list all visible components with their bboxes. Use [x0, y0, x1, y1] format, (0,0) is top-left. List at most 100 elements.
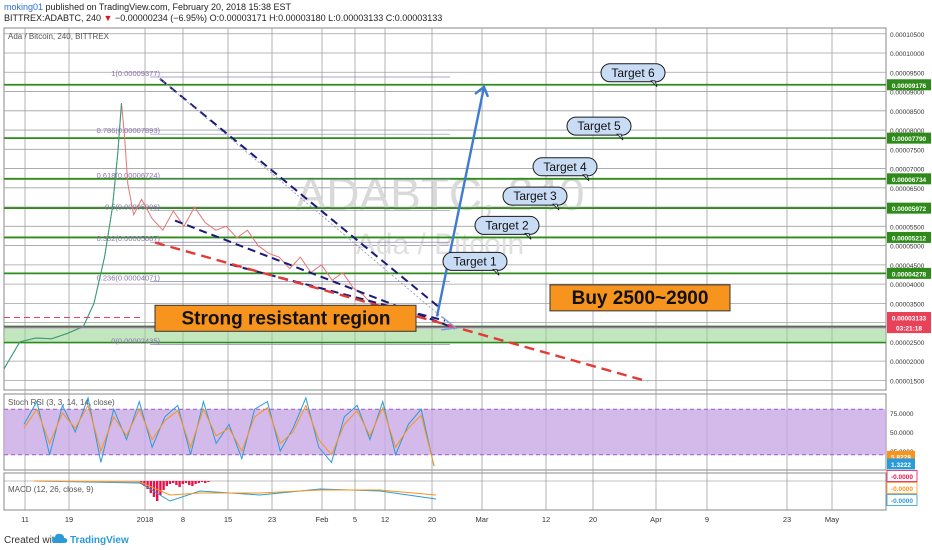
buy-annotation-box	[549, 284, 731, 312]
target-callout	[566, 116, 632, 136]
x-tick-label: 11	[21, 515, 29, 524]
fib-label: 0.618(0.00006724)	[97, 171, 161, 180]
stoch-readout-bg	[887, 450, 915, 462]
wedge-breakout-arrow	[440, 316, 458, 331]
price-axis-label-bg	[887, 173, 931, 185]
y-tick-label: 0.00005000	[890, 244, 925, 251]
macd-signal-line	[33, 480, 437, 496]
y-tick-label: 0.00009500	[890, 70, 925, 77]
x-tick-label: 8	[181, 515, 185, 524]
macd-readout: -0.0000	[891, 474, 913, 481]
y-tick-label: 0.00008500	[890, 109, 925, 116]
stoch-tick-label: 75.0000	[890, 411, 914, 418]
stoch-readout: 5.8228	[891, 454, 911, 461]
projection-arrow	[435, 86, 486, 317]
resistance-annotation-box	[154, 304, 417, 332]
x-tick-label: Apr	[650, 515, 662, 524]
macd-histogram-bar	[200, 481, 204, 482]
macd-histogram-bar	[159, 481, 162, 495]
y-tick-label: 0.00003500	[890, 301, 925, 308]
y-tick-label: 0.00010500	[890, 32, 925, 39]
callout-pointer	[650, 80, 658, 88]
fib-label: 0(0.00002435)	[111, 336, 160, 345]
price-axis-label: 0.00003133	[892, 315, 927, 322]
resistance-annotation-text: Strong resistant region	[181, 308, 390, 329]
ohlc-line: BITTREX:ADABTC, 240 ▼ −0.00000234 (−6.95…	[4, 13, 442, 23]
macd-histogram-bar	[172, 481, 175, 483]
x-tick-label: Feb	[316, 515, 329, 524]
y-tick-label: 0.00007500	[890, 147, 925, 154]
price-axis-label: 0.00005972	[892, 206, 927, 213]
price-axis-label-bg	[887, 202, 931, 214]
macd-histogram-bar	[194, 481, 197, 484]
y-tick-label: 0.00010000	[890, 51, 925, 58]
x-tick-label: 20	[589, 515, 597, 524]
fib-label: 1(0.00009377)	[111, 69, 160, 78]
author-link[interactable]: moking01	[4, 2, 44, 12]
price-chart[interactable]: 11 19 2018 8 15 23 Feb 5 12 20 Mar 12 20 Apr 9 23 May 0.0…	[0, 24, 932, 530]
macd-readout: -0.0000	[891, 498, 913, 505]
symbol-label: BITTREX:ADABTC, 240	[4, 13, 102, 23]
y-tick-label: 0.00007000	[890, 167, 925, 174]
y-tick-label: 0.00009000	[890, 90, 925, 97]
publish-line: moking01 published on TradingView.com, F…	[4, 2, 291, 12]
price-axis-label: 0.00007790	[892, 136, 927, 143]
macd-histogram-bar	[168, 481, 172, 484]
publish-info: published on TradingView.com, February 2…	[45, 2, 292, 12]
ohlc-values: O:0.00003171 H:0.00003180 L:0.00003133 C…	[209, 13, 443, 23]
fib-label: 0.786(0.00007893)	[97, 126, 161, 135]
macd-histogram-bar	[152, 481, 156, 497]
target-callout	[532, 157, 598, 177]
y-tick-label: 0.00002500	[890, 340, 925, 347]
x-tick-label: 9	[705, 515, 709, 524]
buy-annotation-text: Buy 2500~2900	[572, 288, 709, 309]
x-tick-label: 19	[65, 515, 73, 524]
macd-readout-bg	[886, 482, 918, 494]
upper-trendline	[159, 78, 441, 309]
footer: Created with TradingView	[0, 530, 932, 550]
y-tick-label: 0.00005500	[890, 224, 925, 231]
x-tick-label: 12	[542, 515, 550, 524]
callout-pointer	[524, 233, 532, 240]
projection-arrowhead	[474, 84, 490, 98]
x-tick-label: 23	[783, 515, 791, 524]
price-axis-label-bg	[887, 79, 931, 91]
stoch-readout-bg	[887, 458, 915, 470]
macd-histogram-bar	[184, 481, 188, 483]
stoch-title: Stoch RSI (3, 3, 14, 14, close)	[8, 398, 115, 407]
price-axis-label-bg	[887, 311, 931, 323]
price-axis-label: 0.00006734	[892, 177, 927, 184]
macd-histogram-bar	[204, 481, 207, 483]
stoch-line	[23, 404, 435, 466]
y-tick-label: 0.00002000	[890, 359, 925, 366]
target-label: Target 1	[453, 254, 497, 268]
stoch-band	[4, 409, 886, 455]
macd-histogram-bar	[191, 481, 194, 486]
x-tick-label: Mar	[476, 515, 489, 524]
tradingview-brand[interactable]: TradingView	[70, 535, 129, 546]
stoch-tick-label: 50.0000	[890, 430, 914, 437]
macd-histogram-bar	[178, 481, 181, 487]
target-label: Target 3	[513, 189, 557, 203]
price-axis-label-bg	[887, 322, 931, 334]
fib-label: 0.382(0.00005087)	[97, 234, 161, 243]
macd-readout-bg	[886, 470, 918, 482]
macd-readout-bg	[886, 494, 918, 506]
macd-histogram-bar	[165, 481, 168, 486]
down-arrow-icon: ▼	[103, 13, 113, 23]
y-tick-label: 0.00008000	[890, 128, 925, 135]
target-label: Target 6	[611, 66, 655, 80]
price-axis-label-bg	[887, 267, 931, 279]
callout-pointer	[492, 268, 500, 276]
price-axis-label: 0.00005212	[892, 235, 927, 242]
macd-title: MACD (12, 26, close, 9)	[8, 485, 94, 494]
target-callout	[442, 251, 508, 271]
change-value: −0.00000234 (−6.95%)	[114, 13, 208, 23]
fib-diagonal	[159, 78, 456, 329]
price-axis-label-bg	[887, 132, 931, 144]
macd-histogram-bar	[156, 481, 159, 501]
macd-histogram-bar	[207, 481, 210, 482]
target-label: Target 2	[485, 218, 529, 232]
price-axis-label: 03:21:18	[896, 326, 922, 333]
callout-pointer	[616, 133, 624, 141]
